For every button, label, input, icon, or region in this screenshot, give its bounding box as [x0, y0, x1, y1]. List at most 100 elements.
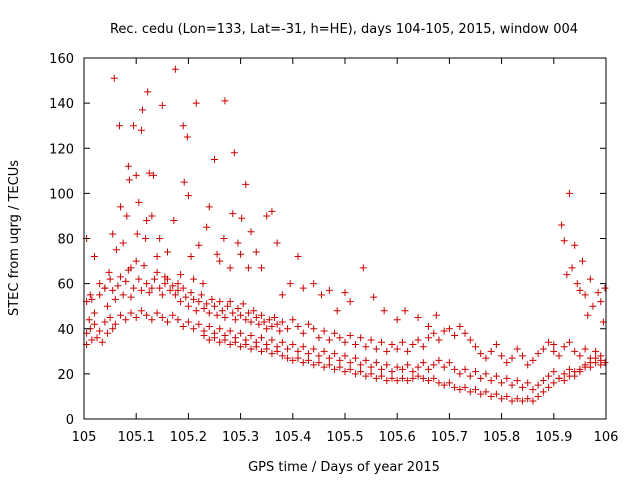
data-point [211, 156, 218, 164]
data-point [325, 286, 333, 294]
y-tick-label: 140 [49, 97, 74, 112]
data-point [430, 374, 438, 382]
data-point [518, 397, 526, 405]
data-point [404, 377, 412, 385]
data-point [190, 295, 198, 303]
data-point [346, 332, 354, 340]
data-point [278, 318, 286, 326]
data-point [98, 338, 106, 346]
data-point [252, 313, 260, 321]
data-point [451, 383, 459, 391]
data-point [135, 198, 143, 206]
data-point [367, 336, 375, 344]
data-point [325, 336, 333, 344]
data-point [378, 372, 386, 380]
data-point [171, 291, 179, 299]
data-point [286, 280, 294, 288]
data-point [276, 327, 284, 335]
data-point [513, 395, 521, 403]
data-point [576, 286, 584, 294]
data-point [143, 311, 151, 319]
data-point [226, 264, 234, 272]
data-point [539, 345, 547, 353]
data-point [119, 291, 127, 299]
data-point [357, 368, 365, 376]
data-point [320, 347, 328, 355]
data-point [125, 176, 133, 184]
data-point [278, 291, 286, 299]
data-point [545, 372, 553, 380]
data-point [425, 334, 433, 342]
data-point [127, 309, 135, 317]
data-point [208, 295, 216, 303]
data-point [137, 126, 145, 134]
data-point [534, 381, 542, 389]
data-point [310, 345, 318, 353]
data-point [143, 216, 151, 224]
data-point [534, 350, 542, 358]
data-point [586, 363, 594, 371]
data-point [195, 320, 203, 328]
data-point [487, 347, 495, 355]
data-point [513, 377, 521, 385]
data-point [333, 307, 341, 315]
data-point [351, 370, 359, 378]
data-point [242, 316, 250, 324]
data-point [106, 275, 114, 283]
data-point [218, 307, 226, 315]
y-tick-label: 160 [49, 52, 74, 67]
data-point [380, 307, 388, 315]
data-point [304, 356, 312, 364]
data-point [257, 347, 265, 355]
data-point [304, 350, 312, 358]
data-point [247, 332, 255, 340]
data-point [508, 381, 516, 389]
data-point [200, 332, 208, 340]
data-point [492, 372, 500, 380]
data-point [315, 359, 323, 367]
data-point [237, 343, 245, 351]
data-point [255, 320, 263, 328]
data-point [346, 359, 354, 367]
data-point [237, 329, 245, 337]
data-point [179, 322, 187, 330]
data-point [383, 347, 391, 355]
data-point [203, 223, 211, 231]
data-point [560, 237, 568, 245]
data-point [234, 304, 242, 312]
data-point [304, 320, 312, 328]
data-point [263, 325, 271, 333]
data-point [150, 275, 158, 283]
data-point [367, 370, 375, 378]
data-point [372, 359, 380, 367]
data-point [166, 286, 174, 294]
data-point [550, 341, 558, 349]
data-point [445, 379, 453, 387]
data-point [404, 347, 412, 355]
data-point [320, 363, 328, 371]
data-point [145, 169, 153, 177]
data-point [273, 347, 281, 355]
data-point [341, 289, 349, 297]
data-point [539, 377, 547, 385]
data-point [263, 212, 271, 220]
data-point [195, 241, 203, 249]
data-point [220, 235, 228, 242]
data-point [383, 377, 391, 385]
data-point [123, 212, 131, 220]
data-point [138, 106, 146, 114]
data-point [156, 235, 164, 242]
data-point [393, 316, 401, 324]
data-point [432, 311, 440, 319]
data-point [362, 372, 370, 380]
data-point [558, 221, 566, 229]
data-point [529, 386, 537, 394]
data-point [278, 352, 286, 360]
data-point [498, 395, 506, 403]
x-tick-label: 105.6 [379, 430, 416, 445]
data-point [560, 343, 568, 351]
data-point [158, 101, 166, 109]
data-point [492, 341, 500, 349]
data-point [477, 390, 485, 398]
